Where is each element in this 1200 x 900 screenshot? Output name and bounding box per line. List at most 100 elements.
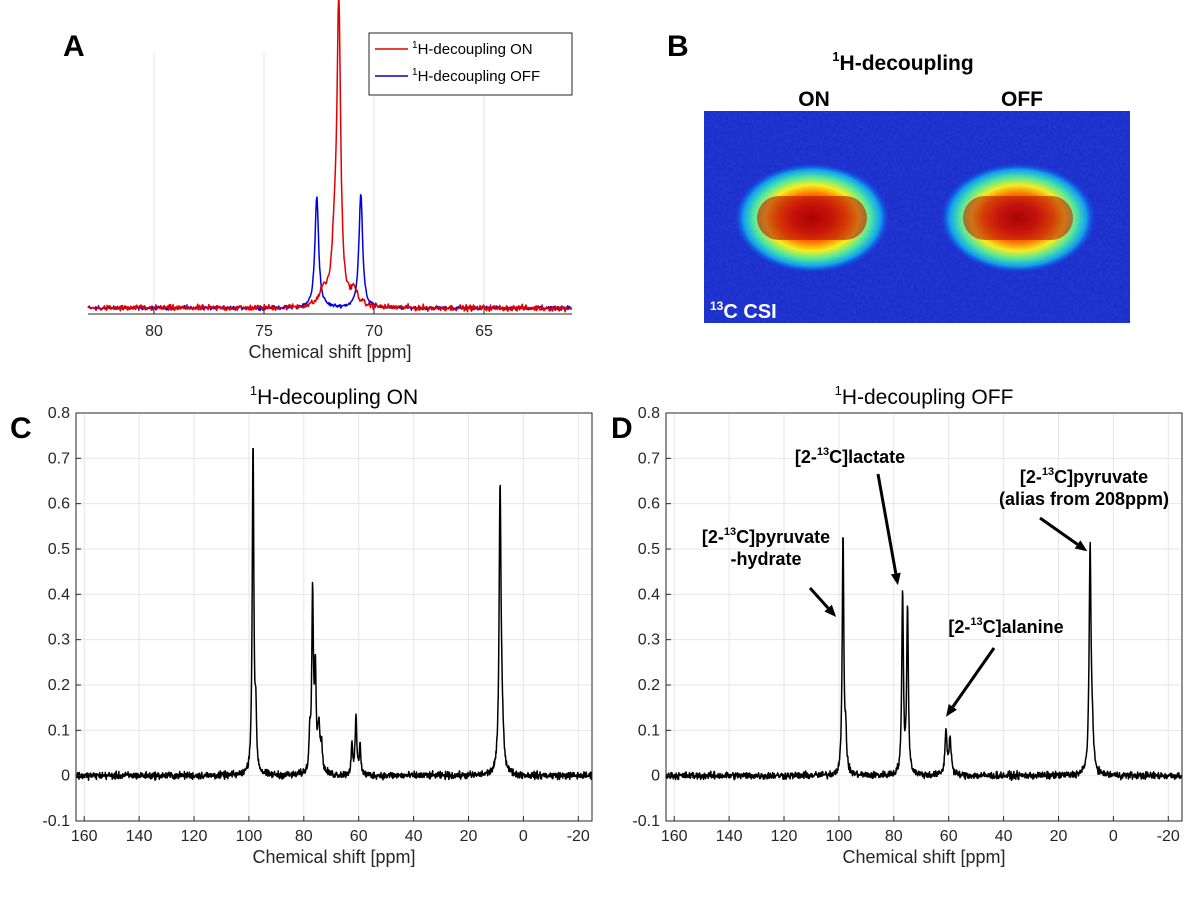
x-tick-label-d: 100: [826, 828, 853, 845]
panel-letter-d: D: [611, 412, 633, 445]
series-line-a-1: [87, 194, 572, 312]
annotation-0: [2-13C]pyruvate-hydrate: [702, 526, 837, 617]
x-tick-label-a: 75: [255, 323, 273, 340]
x-tick-label-a: 70: [365, 323, 383, 340]
x-tick-label-c: 160: [71, 828, 98, 845]
annotation-sup: 13: [1042, 466, 1054, 478]
y-tick-label-c: 0.7: [48, 450, 70, 467]
csi-blob-core-on: [757, 196, 867, 240]
chart-d-series: [665, 537, 1183, 782]
chart-a-grid: [153, 52, 485, 314]
panel-letter-a: A: [63, 30, 85, 63]
x-tick-label-d: 120: [771, 828, 798, 845]
annotation-arrow-head: [1074, 540, 1088, 552]
x-tick-label-d: 80: [885, 828, 903, 845]
annotation-arrow-head: [945, 704, 957, 717]
chart-d-title-text: H-decoupling OFF: [842, 386, 1014, 409]
annotation-part: -hydrate: [730, 549, 801, 569]
annotation-part: (alias from 208ppm): [999, 489, 1169, 509]
y-tick-label-c: 0: [61, 768, 70, 785]
y-tick-label-d: 0.5: [638, 541, 660, 558]
chart-c-series: [75, 447, 593, 781]
chart-a-xlabel: Chemical shift [ppm]: [248, 342, 411, 362]
x-tick-label-d: 140: [716, 828, 743, 845]
chart-d-frame: [665, 412, 1183, 822]
x-tick-label-a: 80: [145, 323, 163, 340]
annotation-3: [2-13C]pyruvate(alias from 208ppm): [999, 466, 1169, 552]
chart-d-annotations: [2-13C]pyruvate-hydrate[2-13C]lactate[2-…: [702, 446, 1169, 717]
annotation-text: -hydrate: [730, 549, 801, 569]
y-tick-label-c: 0.2: [48, 677, 70, 694]
csi-title-text: H-decoupling: [840, 52, 974, 75]
annotation-part: C]pyruvate: [1054, 467, 1148, 487]
annotation-part: C]lactate: [829, 447, 905, 467]
chart-d: 160 140 120 100 80 60 40 20 0 -20 -0.1 0 0.1 0.2 0.3 0.…: [632, 383, 1183, 867]
legend-entry-off: 1H-decoupling OFF: [412, 67, 540, 85]
x-tick-label-c: 60: [350, 828, 368, 845]
annotation-sup: 13: [970, 616, 982, 628]
y-tick-label-d: 0: [651, 768, 660, 785]
chart-a-legend: 1H-decoupling ON 1H-decoupling OFF: [368, 32, 573, 96]
x-tick-label-c: -20: [567, 828, 590, 845]
y-tick-label-d: 0.4: [638, 586, 660, 603]
y-tick-label-c: 0.4: [48, 586, 70, 603]
legend-entry-on-text: H-decoupling ON: [418, 41, 533, 58]
annotation-2: [2-13C]alanine: [945, 616, 1064, 717]
panel-letter-b: B: [667, 30, 689, 63]
chart-c: 160 140 120 100 80 60 40 20 0 -20 -0.1 0 0.1 0.2 0.3 0.…: [42, 383, 593, 867]
annotation-text: [2-13C]pyruvate: [702, 526, 830, 547]
x-tick-label-c: 120: [181, 828, 208, 845]
annotation-arrow-shaft: [876, 473, 898, 574]
x-tick-label-d: 40: [995, 828, 1013, 845]
x-tick-label-d: 60: [940, 828, 958, 845]
chart-c-xlabel: Chemical shift [ppm]: [252, 847, 415, 867]
annotation-arrow-head: [890, 572, 901, 586]
y-tick-label-c: 0.5: [48, 541, 70, 558]
chart-d-ticks: 160 140 120 100 80 60 40 20 0 -20 -0.1 0 0.1 0.2 0.3 0.…: [632, 405, 1180, 845]
annotation-text: [2-13C]pyruvate: [1020, 466, 1148, 487]
y-tick-label-d: 0.3: [638, 632, 660, 649]
chart-d-plot-area: [666, 413, 1182, 821]
x-tick-label-c: 140: [126, 828, 153, 845]
csi-off-label: OFF: [1001, 88, 1043, 111]
y-tick-label-c: -0.1: [42, 813, 70, 830]
annotation-part: C]alanine: [983, 617, 1064, 637]
annotation-part: [2-: [1020, 467, 1042, 487]
chart-c-title: 1H-decoupling ON: [250, 383, 418, 409]
x-tick-label-d: 160: [661, 828, 688, 845]
csi-on-label: ON: [798, 88, 830, 111]
annotation-sup: 13: [724, 526, 736, 538]
annotation-1: [2-13C]lactate: [795, 446, 905, 586]
chart-d-title-sup: 1: [835, 383, 842, 398]
chart-c-ticks: 160 140 120 100 80 60 40 20 0 -20 -0.1 0 0.1 0.2 0.3 0.…: [42, 405, 590, 845]
csi-corner-text: C CSI: [723, 301, 776, 323]
y-tick-label-d: -0.1: [632, 813, 660, 830]
csi-title: 1H-decoupling: [832, 49, 973, 75]
x-tick-label-c: 80: [295, 828, 313, 845]
series-line-d-0: [665, 537, 1183, 782]
x-tick-label-c: 0: [519, 828, 528, 845]
annotation-sup: 13: [817, 446, 829, 458]
series-line-c-0: [75, 447, 593, 781]
legend-entry-on-sup: 1: [412, 40, 418, 51]
annotation-arrow-shaft: [1039, 516, 1079, 546]
csi-corner-sup: 13: [710, 299, 724, 313]
chart-c-plot-area: [76, 413, 592, 821]
chart-d-title: 1H-decoupling OFF: [835, 383, 1014, 409]
y-tick-label-d: 0.8: [638, 405, 660, 422]
annotation-arrow-shaft: [951, 647, 996, 708]
y-tick-label-c: 0.8: [48, 405, 70, 422]
x-tick-label-d: 20: [1050, 828, 1068, 845]
annotation-text: (alias from 208ppm): [999, 489, 1169, 509]
legend-box: [368, 32, 573, 96]
x-tick-label-d: -20: [1157, 828, 1180, 845]
csi-blob-core-off: [963, 196, 1073, 240]
annotation-part: [2-: [795, 447, 817, 467]
chart-c-title-sup: 1: [250, 383, 257, 398]
annotation-text: [2-13C]lactate: [795, 446, 905, 467]
chart-c-title-text: H-decoupling ON: [257, 386, 418, 409]
chart-d-xlabel: Chemical shift [ppm]: [842, 847, 1005, 867]
csi-panel: 1H-decoupling ON OFF 13C CSI: [704, 49, 1130, 323]
csi-blobs: [734, 163, 1096, 273]
